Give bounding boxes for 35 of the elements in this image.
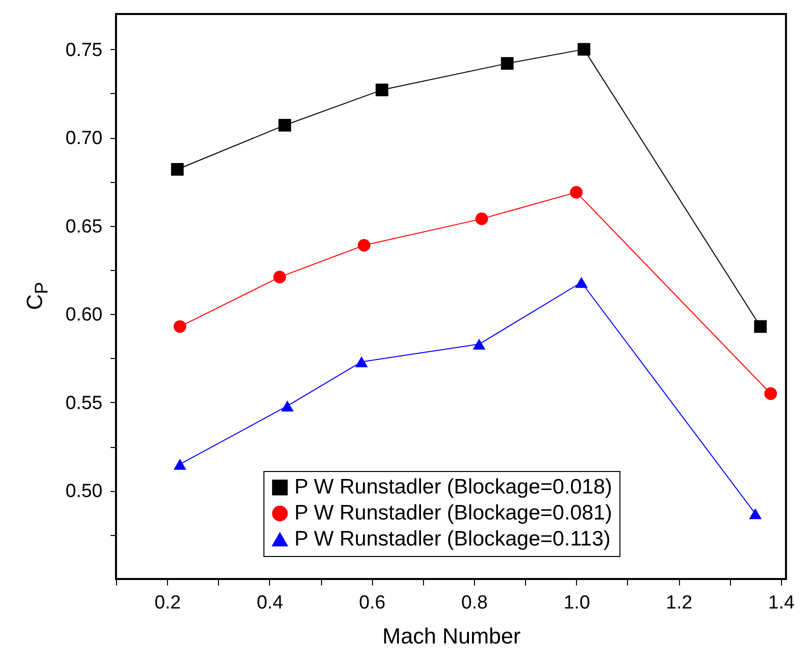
legend-label: P W Runstadler (Blockage=0.081)	[294, 502, 612, 524]
point	[273, 270, 286, 284]
point	[472, 338, 486, 350]
point	[748, 508, 762, 520]
x-tick-label: 1.0	[564, 592, 590, 614]
x-tick-label: 1.4	[768, 592, 796, 614]
y-tick-label: 0.75	[66, 40, 102, 61]
point	[376, 84, 388, 96]
x-tick-label: 0.2	[154, 592, 181, 614]
legend-label: P W Runstadler (Blockage=0.113)	[294, 528, 611, 550]
x-tick-label: 0.8	[461, 592, 488, 614]
legend-label: P W Runstadler (Blockage=0.018)	[294, 476, 612, 498]
point	[764, 387, 777, 400]
y-tick-label: 0.50	[66, 481, 102, 502]
point	[578, 42, 590, 56]
point	[171, 163, 184, 176]
x-axis-title: Mach Number	[382, 624, 521, 648]
point	[575, 276, 588, 288]
point	[174, 320, 186, 333]
y-tick-label: 0.70	[66, 128, 102, 150]
point	[500, 57, 514, 70]
y-tick-label: 0.65	[66, 216, 102, 238]
y-tick-label: 0.60	[66, 304, 102, 326]
x-tick-label: 1.2	[666, 592, 692, 614]
x-tick-label: 0.4	[256, 592, 284, 614]
point	[570, 186, 583, 199]
y-tick-label: 0.55	[66, 392, 102, 414]
point	[754, 320, 767, 333]
x-tick-label: 0.6	[359, 592, 386, 614]
point	[358, 238, 370, 252]
point	[174, 458, 186, 470]
point	[281, 400, 294, 412]
point	[278, 118, 292, 132]
point	[475, 212, 488, 226]
point	[355, 356, 368, 368]
